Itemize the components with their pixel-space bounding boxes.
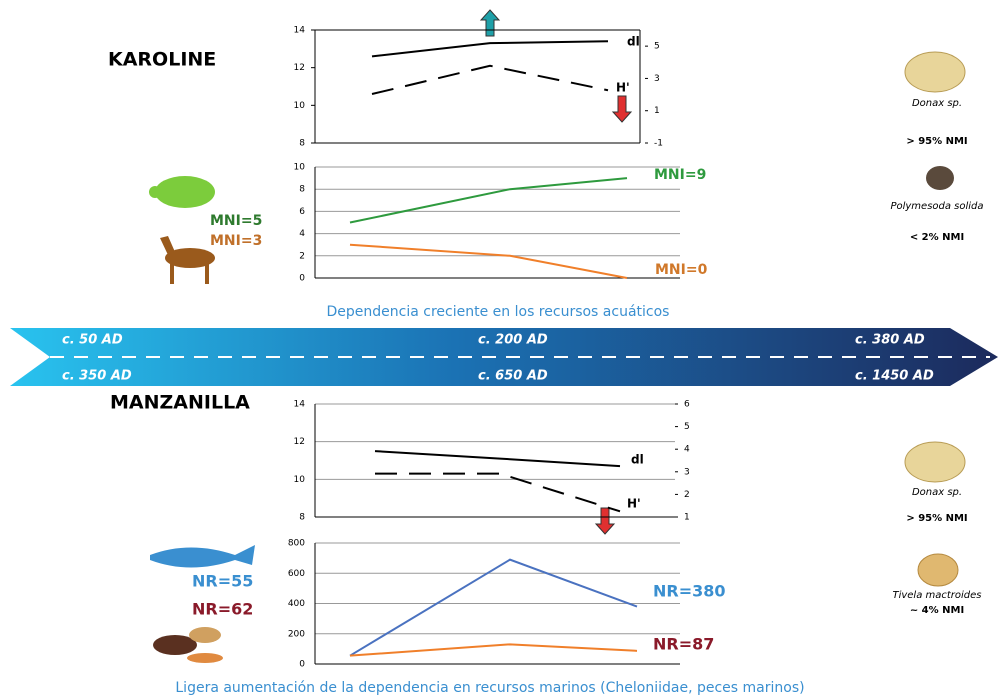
fauna-icon xyxy=(153,627,223,663)
y-tick-label: 4 xyxy=(299,229,305,239)
annotation: NR=380 xyxy=(653,582,726,601)
shell-name: Tivela mactroides xyxy=(892,590,981,601)
y-tick-label: 2 xyxy=(299,251,305,261)
y2-tick-label: 1 xyxy=(654,106,660,116)
deer-icon xyxy=(160,236,215,284)
y-tick-label: 14 xyxy=(294,26,306,36)
y-tick-label: 8 xyxy=(299,139,305,149)
y2-tick-label: 6 xyxy=(684,400,690,410)
y-tick-label: 600 xyxy=(288,569,305,579)
annotation: H' xyxy=(627,497,641,511)
down-arrow xyxy=(594,507,616,535)
annotation: MNI=9 xyxy=(654,167,706,183)
site-name: MANZANILLA xyxy=(110,392,250,414)
caption: Dependencia creciente en los recursos ac… xyxy=(327,304,670,320)
y2-tick-label: -1 xyxy=(654,139,663,149)
shell-share: > 95% NMI xyxy=(906,136,967,147)
y2-tick-label: 5 xyxy=(684,422,690,432)
annotation: MNI=0 xyxy=(655,262,708,278)
period-label: c. 650 AD xyxy=(478,369,548,384)
data-line xyxy=(371,64,609,96)
fish-icon xyxy=(150,545,255,568)
shell-name: Polymesoda solida xyxy=(890,201,983,212)
period-label: c. 380 AD xyxy=(855,333,925,348)
data-line xyxy=(374,450,621,468)
period-label: c. 200 AD xyxy=(478,333,548,348)
data-line xyxy=(349,558,638,657)
site-name: KAROLINE xyxy=(108,49,216,71)
y2-tick-label: 1 xyxy=(684,513,690,523)
y-tick-label: 10 xyxy=(294,101,306,111)
y2-tick-label: 3 xyxy=(684,467,690,477)
annotation: NR=55 xyxy=(192,572,253,591)
shell-icon xyxy=(904,51,966,93)
turtle-icon xyxy=(149,186,161,198)
data-line xyxy=(375,472,621,513)
y-tick-label: 800 xyxy=(288,539,305,549)
shell-icon xyxy=(926,166,954,190)
annotation: MNI=5 xyxy=(210,213,262,229)
y-tick-label: 12 xyxy=(294,63,305,73)
data-line xyxy=(349,643,638,657)
shell-icon xyxy=(917,553,959,587)
y-tick-label: 0 xyxy=(299,274,305,284)
shell-name: Donax sp. xyxy=(912,487,962,498)
period-label: c. 50 AD xyxy=(62,333,123,348)
annotation: MNI=3 xyxy=(210,233,262,249)
y-tick-label: 10 xyxy=(294,475,306,485)
period-label: c. 350 AD xyxy=(62,369,132,384)
shell-icon xyxy=(904,441,966,483)
shell-share: > 95% NMI xyxy=(906,513,967,524)
annotation: NR=62 xyxy=(192,600,253,619)
y-tick-label: 10 xyxy=(294,163,306,173)
up-arrow xyxy=(479,9,501,37)
y2-tick-label: 5 xyxy=(654,42,660,52)
y-tick-label: 12 xyxy=(294,437,305,447)
y-tick-label: 8 xyxy=(299,185,305,195)
y-tick-label: 400 xyxy=(288,599,305,609)
y2-tick-label: 4 xyxy=(684,445,690,455)
shell-share: < 2% NMI xyxy=(910,232,964,243)
y-tick-label: 0 xyxy=(299,660,305,670)
y-tick-label: 200 xyxy=(288,629,305,639)
period-label: c. 1450 AD xyxy=(855,369,934,384)
y2-tick-label: 3 xyxy=(654,74,660,84)
turtle-icon xyxy=(155,176,215,208)
data-line xyxy=(349,243,628,279)
timeline-arrow xyxy=(10,328,998,386)
shell-share: ~ 4% NMI xyxy=(910,605,964,616)
data-line xyxy=(349,177,628,224)
annotation: NR=87 xyxy=(653,635,714,654)
y-tick-label: 8 xyxy=(299,513,305,523)
y-tick-label: 6 xyxy=(299,207,305,217)
shell-name: Donax sp. xyxy=(912,98,962,109)
data-line xyxy=(371,40,609,58)
annotation: dl xyxy=(631,453,644,467)
caption: Ligera aumentación de la dependencia en … xyxy=(175,680,804,696)
down-arrow xyxy=(611,95,633,123)
y2-tick-label: 2 xyxy=(684,490,690,500)
annotation: H' xyxy=(616,81,630,95)
y-tick-label: 14 xyxy=(294,400,306,410)
annotation: dl xyxy=(627,35,640,49)
